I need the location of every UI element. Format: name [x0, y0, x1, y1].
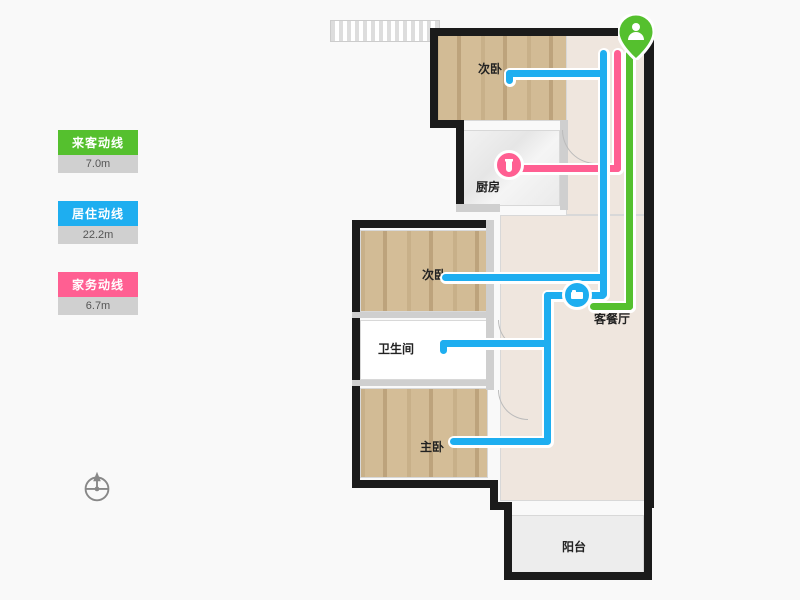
entry-pin-icon	[618, 14, 654, 60]
wall	[644, 502, 652, 578]
path-blue	[544, 365, 551, 445]
path-green	[590, 303, 633, 310]
path-blue	[450, 438, 550, 445]
wall	[504, 502, 512, 578]
path-blue	[440, 340, 447, 354]
legend-label: 家务动线	[58, 272, 138, 297]
path-blue	[600, 50, 607, 298]
wall	[456, 204, 500, 212]
legend-label: 来客动线	[58, 130, 138, 155]
wall	[644, 28, 654, 508]
room-label-bed2a: 次卧	[478, 60, 502, 77]
path-blue	[506, 70, 513, 84]
legend-item-guest: 来客动线 7.0m	[58, 130, 138, 173]
wall	[486, 220, 494, 390]
room-label-bed1: 主卧	[420, 438, 444, 455]
wall	[352, 312, 494, 318]
kitchen-node-icon	[494, 150, 524, 180]
legend-panel: 来客动线 7.0m 居住动线 22.2m 家务动线 6.7m	[58, 130, 138, 343]
wall	[352, 380, 494, 386]
balcony-rail	[330, 20, 440, 42]
path-blue	[440, 340, 550, 347]
path-green	[626, 50, 633, 310]
wall	[352, 220, 494, 228]
wall	[430, 28, 438, 126]
wall	[352, 480, 496, 488]
living-node-icon	[562, 280, 592, 310]
wall	[504, 572, 652, 580]
legend-item-living: 居住动线 22.2m	[58, 201, 138, 244]
legend-label: 居住动线	[58, 201, 138, 226]
path-blue	[544, 292, 551, 372]
legend-value: 22.2m	[58, 226, 138, 244]
room-label-bath: 卫生间	[378, 340, 414, 357]
legend-value: 7.0m	[58, 155, 138, 173]
room-label-balc: 阳台	[562, 538, 586, 555]
wall	[352, 220, 360, 488]
room-label-living: 客餐厅	[594, 310, 630, 327]
floorplan: 次卧厨房次卧卫生间主卧客餐厅阳台	[330, 20, 680, 585]
wall	[456, 120, 464, 210]
room-bed1	[360, 388, 488, 478]
compass-icon	[78, 468, 116, 506]
path-blue	[506, 70, 606, 77]
room-label-kitch: 厨房	[476, 178, 500, 195]
path-pink	[614, 50, 621, 172]
legend-item-chore: 家务动线 6.7m	[58, 272, 138, 315]
legend-value: 6.7m	[58, 297, 138, 315]
